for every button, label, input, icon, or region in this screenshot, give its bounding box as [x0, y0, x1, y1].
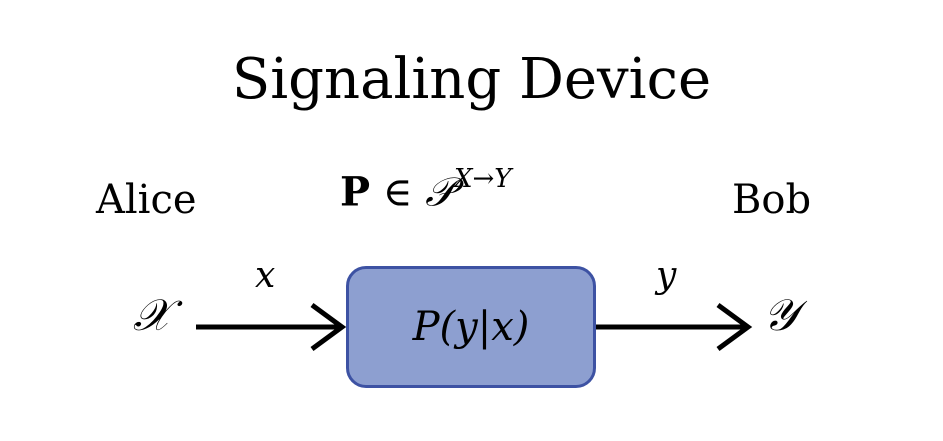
- input-symbol: x: [255, 255, 276, 296]
- device-set-superscript: X→Y: [453, 164, 512, 194]
- input-arrow: [196, 302, 347, 352]
- device-set-symbol: 𝒫: [425, 169, 454, 216]
- diagram-title: Signaling Device: [231, 47, 712, 112]
- output-set-symbol: 𝒴: [763, 290, 798, 341]
- sender-label: Alice: [96, 177, 197, 223]
- device-set-label: P ∈ 𝒫X→Y: [340, 166, 511, 216]
- receiver-label: Bob: [732, 177, 812, 223]
- channel-label: P(y|x): [412, 304, 530, 350]
- input-set-symbol: 𝒳: [133, 290, 171, 341]
- channel-box: P(y|x): [346, 266, 596, 388]
- output-arrow: [596, 302, 753, 352]
- device-element: P: [340, 168, 371, 216]
- membership-symbol: ∈: [382, 169, 413, 216]
- output-symbol: y: [656, 255, 677, 296]
